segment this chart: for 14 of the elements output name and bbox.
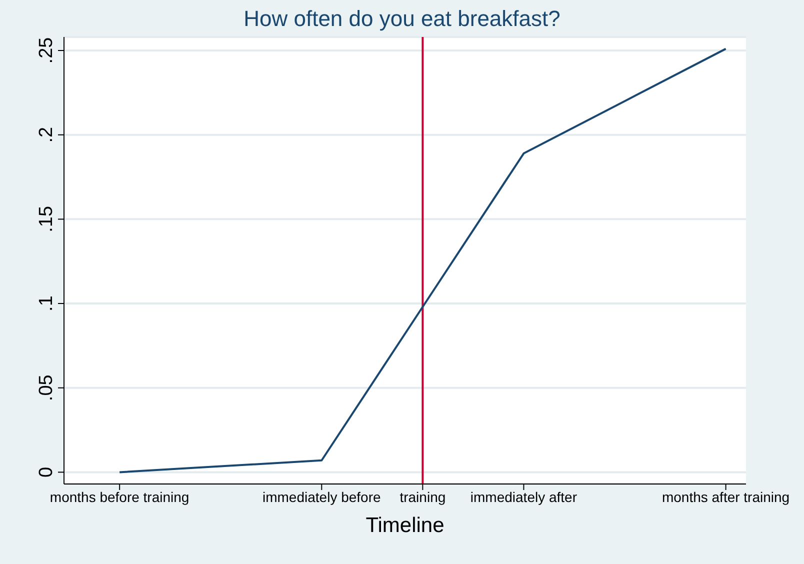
y-tick-label: .1 (36, 296, 57, 312)
x-tick-label: months before training (50, 488, 190, 505)
x-axis-title: Timeline (366, 514, 444, 537)
y-tick-label: .15 (36, 206, 57, 232)
y-tick-label: 0 (36, 466, 57, 478)
x-tick-label: immediately before (262, 488, 381, 505)
line-series (118, 48, 727, 474)
y-tick-label: .25 (36, 37, 57, 64)
chart-title: How often do you eat breakfast? (242, 6, 562, 32)
x-tick-label: months after training (662, 488, 790, 505)
y-tick-label: .05 (36, 374, 57, 402)
y-tick-label: .2 (36, 126, 57, 143)
x-tick-label: immediately after (470, 488, 578, 505)
x-tick-label: training (400, 488, 446, 505)
